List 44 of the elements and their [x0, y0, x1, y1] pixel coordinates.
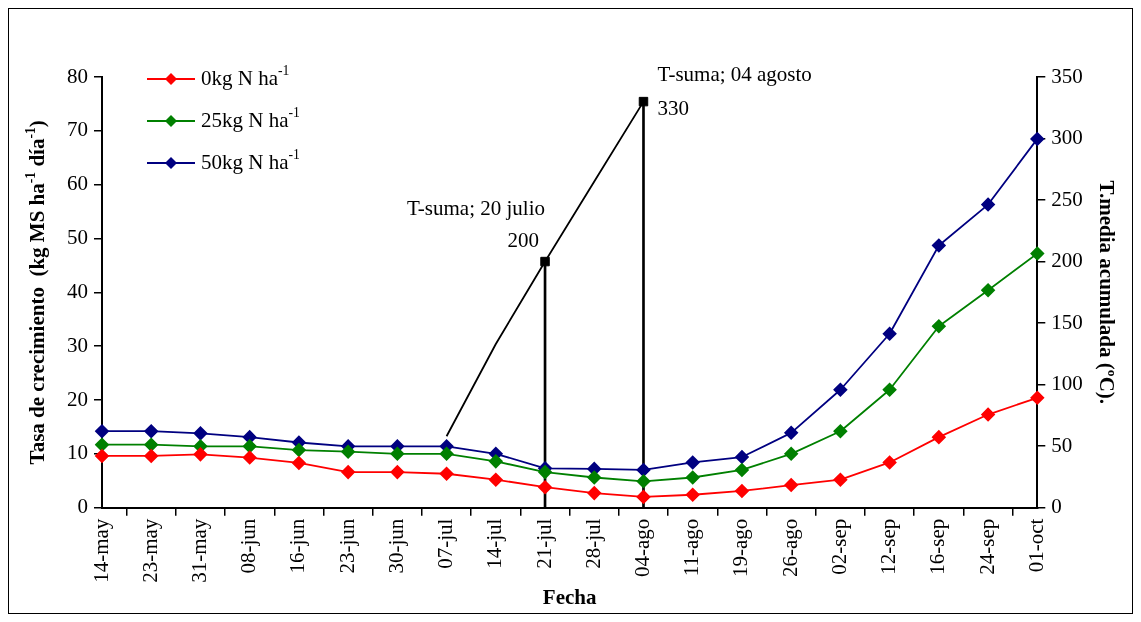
x-tick-label: 14-may [88, 518, 113, 583]
x-tick-label: 02-sep [826, 518, 851, 575]
y-tick-label: 50 [67, 225, 88, 250]
y2-tick-label: 200 [1051, 248, 1083, 273]
y-tick-label: 10 [67, 440, 88, 465]
y-tick-label: 0 [77, 494, 88, 519]
y-tick-label: 20 [67, 386, 88, 411]
x-axis-title: Fecha [542, 584, 597, 609]
y2-tick-label: 150 [1051, 309, 1083, 334]
x-tick-label: 08-jun [236, 518, 261, 574]
x-tick-label: 19-ago [728, 518, 753, 577]
x-tick-label: 04-ago [630, 518, 655, 577]
x-tick-label: 07-jul [433, 518, 458, 569]
x-tick-label: 26-ago [777, 518, 802, 577]
x-tick-label: 14-jul [482, 518, 507, 569]
y-tick-label: 60 [67, 171, 88, 196]
x-tick-label: 31-may [186, 518, 211, 583]
data-label: 330 [657, 96, 689, 121]
x-tick-label: 11-ago [679, 518, 704, 577]
y-tick-label: 80 [67, 63, 88, 88]
y2-tick-label: 100 [1051, 371, 1083, 396]
y-axis-title: Tasa de crecimiento (kg MS ha-1 día-1) [23, 120, 50, 465]
y-tick-label: 30 [67, 332, 88, 357]
x-tick-label: 16-jun [285, 518, 310, 574]
x-tick-label: 30-jun [383, 518, 408, 574]
x-tick-label: 16-sep [925, 518, 950, 575]
annotation: T-suma; 20 julio [406, 196, 546, 221]
y2-tick-label: 50 [1051, 432, 1073, 457]
x-tick-label: 24-sep [974, 518, 999, 575]
x-tick-label: 12-sep [876, 518, 901, 575]
y2-axis-title: T.media acumulada (ºC). [1094, 180, 1119, 405]
x-tick-label: 23-jun [334, 518, 359, 574]
annotation: T-suma; 04 agosto [657, 62, 812, 87]
y-tick-label: 70 [67, 117, 88, 142]
y2-tick-label: 0 [1051, 494, 1062, 519]
x-tick-label: 28-jul [580, 518, 605, 569]
y-tick-label: 40 [67, 278, 88, 303]
x-tick-label: 23-may [137, 518, 162, 583]
y2-tick-label: 300 [1051, 125, 1083, 150]
data-label: 200 [507, 228, 540, 253]
x-tick-label: 01-oct [1023, 518, 1048, 573]
y2-tick-label: 350 [1051, 63, 1083, 88]
y2-tick-label: 250 [1051, 186, 1083, 211]
x-tick-label: 21-jul [531, 518, 556, 569]
